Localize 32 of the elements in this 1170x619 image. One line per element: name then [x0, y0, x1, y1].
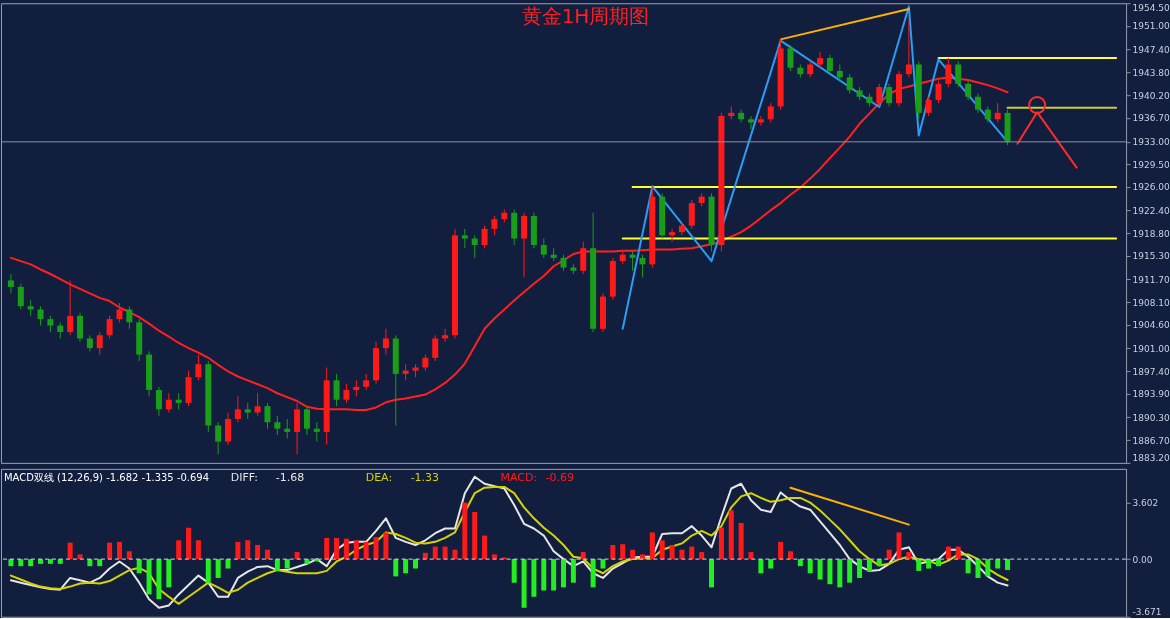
- y-tick-label: 1886.70: [1132, 435, 1170, 446]
- y-tick-label: 1901.00: [1132, 343, 1170, 354]
- y-tick-label: 1940.20: [1132, 90, 1170, 101]
- y-tick-label: 1933.00: [1132, 137, 1170, 148]
- y-tick-label: 1897.40: [1132, 366, 1170, 377]
- y-tick-label: 1918.80: [1132, 228, 1170, 239]
- y-tick-label: 1890.30: [1132, 412, 1170, 423]
- y-tick-label: 1908.10: [1132, 297, 1170, 308]
- annotation: -1.33: [410, 470, 440, 484]
- annotation: -0.69: [545, 470, 574, 484]
- text: DIFF:: [230, 470, 258, 484]
- y-tick-label: -3.671: [1132, 607, 1162, 618]
- y-tick-label: 1893.90: [1132, 389, 1170, 400]
- y-tick-label: 0.00: [1132, 554, 1153, 565]
- y-tick-label: 1954.50: [1132, 2, 1170, 13]
- y-tick-label: 1915.30: [1132, 251, 1170, 262]
- y-tick-label: 1922.40: [1132, 205, 1170, 216]
- y-tick-label: 1936.70: [1132, 113, 1170, 124]
- y-tick-label: 1929.50: [1132, 159, 1170, 170]
- y-tick-label: 1904.60: [1132, 320, 1170, 331]
- y-tick-label: 1926.00: [1132, 182, 1170, 193]
- y-tick-label: 3.602: [1132, 498, 1159, 509]
- annotation: MACD双线 (12,26,9) -1.682 -1.335 -0.694: [4, 471, 210, 483]
- chart-title: 黄金1H周期图: [521, 4, 650, 29]
- text: DEA:: [365, 470, 393, 484]
- annotation: -1.68: [275, 470, 305, 484]
- y-tick-label: 1943.80: [1132, 67, 1170, 78]
- y-tick-label: 1947.40: [1132, 44, 1170, 55]
- text: MACD:: [500, 470, 538, 484]
- y-tick-label: 1911.70: [1132, 274, 1170, 285]
- y-tick-label: 1883.20: [1132, 453, 1170, 464]
- y-tick-label: 1951.00: [1132, 21, 1170, 32]
